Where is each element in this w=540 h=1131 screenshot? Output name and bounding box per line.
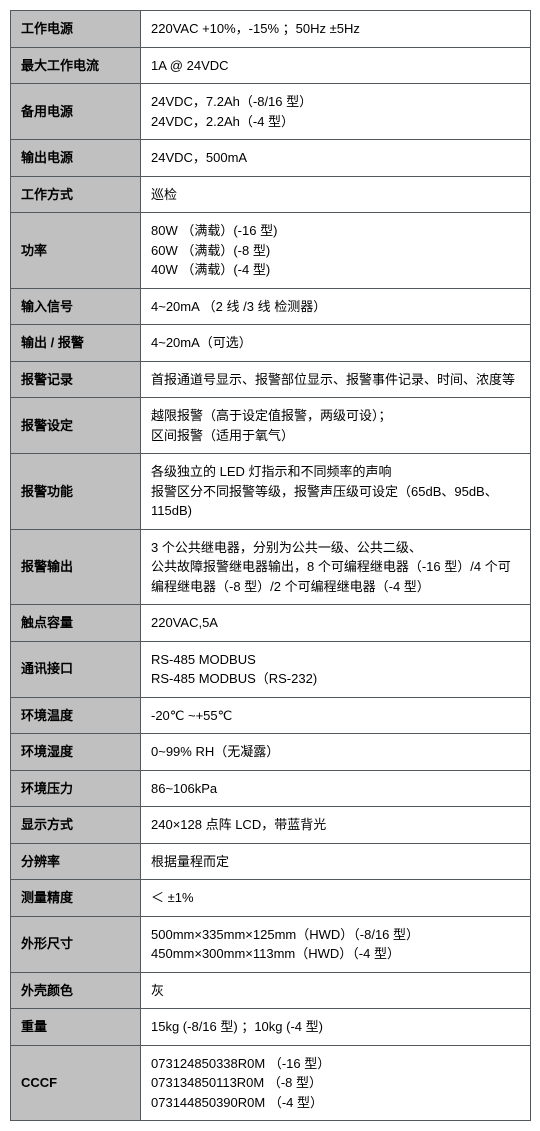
table-row: 环境湿度0~99% RH（无凝露） — [11, 734, 531, 771]
spec-label: 环境湿度 — [11, 734, 141, 771]
spec-label: 分辨率 — [11, 843, 141, 880]
spec-label: 输出 / 报警 — [11, 325, 141, 362]
spec-value: 3 个公共继电器，分别为公共一级、公共二级、公共故障报警继电器输出，8 个可编程… — [141, 529, 531, 605]
spec-label: 测量精度 — [11, 880, 141, 917]
spec-value: 0~99% RH（无凝露） — [141, 734, 531, 771]
table-row: 输出电源24VDC，500mA — [11, 140, 531, 177]
spec-label: 报警输出 — [11, 529, 141, 605]
table-row: 工作电源220VAC +10%，-15% ；50Hz ±5Hz — [11, 11, 531, 48]
table-row: 测量精度＜ ±1% — [11, 880, 531, 917]
table-row: 通讯接口RS-485 MODBUSRS-485 MODBUS（RS-232) — [11, 641, 531, 697]
spec-value: -20℃ ~+55℃ — [141, 697, 531, 734]
spec-value: 4~20mA（可选） — [141, 325, 531, 362]
table-row: 报警输出3 个公共继电器，分别为公共一级、公共二级、公共故障报警继电器输出，8 … — [11, 529, 531, 605]
spec-label: 重量 — [11, 1009, 141, 1046]
spec-label: 通讯接口 — [11, 641, 141, 697]
table-row: 工作方式巡检 — [11, 176, 531, 213]
table-row: 分辨率根据量程而定 — [11, 843, 531, 880]
spec-label: 环境压力 — [11, 770, 141, 807]
spec-value: RS-485 MODBUSRS-485 MODBUS（RS-232) — [141, 641, 531, 697]
table-row: 显示方式240×128 点阵 LCD，带蓝背光 — [11, 807, 531, 844]
spec-value: 240×128 点阵 LCD，带蓝背光 — [141, 807, 531, 844]
spec-value: 073124850338R0M （-16 型）073134850113R0M （… — [141, 1045, 531, 1121]
table-row: CCCF073124850338R0M （-16 型）073134850113R… — [11, 1045, 531, 1121]
spec-value: 首报通道号显示、报警部位显示、报警事件记录、时间、浓度等 — [141, 361, 531, 398]
spec-value: 根据量程而定 — [141, 843, 531, 880]
spec-value: 巡检 — [141, 176, 531, 213]
spec-value: 灰 — [141, 972, 531, 1009]
spec-value: 500mm×335mm×125mm（HWD）（-8/16 型）450mm×300… — [141, 916, 531, 972]
spec-label: CCCF — [11, 1045, 141, 1121]
spec-label: 工作电源 — [11, 11, 141, 48]
spec-value: 220VAC,5A — [141, 605, 531, 642]
spec-value: 各级独立的 LED 灯指示和不同频率的声响报警区分不同报警等级，报警声压级可设定… — [141, 454, 531, 530]
table-row: 报警记录首报通道号显示、报警部位显示、报警事件记录、时间、浓度等 — [11, 361, 531, 398]
table-row: 环境压力86~106kPa — [11, 770, 531, 807]
spec-value: 越限报警（高于设定值报警，两级可设）；区间报警（适用于氧气） — [141, 398, 531, 454]
spec-label: 输出电源 — [11, 140, 141, 177]
table-row: 报警设定越限报警（高于设定值报警，两级可设）；区间报警（适用于氧气） — [11, 398, 531, 454]
spec-label: 最大工作电流 — [11, 47, 141, 84]
spec-label: 报警记录 — [11, 361, 141, 398]
table-row: 触点容量220VAC,5A — [11, 605, 531, 642]
table-row: 最大工作电流1A @ 24VDC — [11, 47, 531, 84]
spec-value: ＜ ±1% — [141, 880, 531, 917]
spec-value: 220VAC +10%，-15% ；50Hz ±5Hz — [141, 11, 531, 48]
spec-value: 24VDC，500mA — [141, 140, 531, 177]
spec-label: 报警设定 — [11, 398, 141, 454]
spec-label: 报警功能 — [11, 454, 141, 530]
spec-label: 工作方式 — [11, 176, 141, 213]
spec-value: 86~106kPa — [141, 770, 531, 807]
table-row: 环境温度-20℃ ~+55℃ — [11, 697, 531, 734]
table-row: 输出 / 报警4~20mA（可选） — [11, 325, 531, 362]
table-row: 外形尺寸500mm×335mm×125mm（HWD）（-8/16 型）450mm… — [11, 916, 531, 972]
spec-label: 外壳颜色 — [11, 972, 141, 1009]
table-row: 输入信号4~20mA （2 线 /3 线 检测器） — [11, 288, 531, 325]
spec-label: 备用电源 — [11, 84, 141, 140]
spec-label: 外形尺寸 — [11, 916, 141, 972]
table-row: 功率80W （满载）(-16 型)60W （满载）(-8 型)40W （满载）(… — [11, 213, 531, 289]
table-row: 备用电源24VDC，7.2Ah（-8/16 型）24VDC，2.2Ah（-4 型… — [11, 84, 531, 140]
spec-label: 输入信号 — [11, 288, 141, 325]
table-row: 报警功能各级独立的 LED 灯指示和不同频率的声响报警区分不同报警等级，报警声压… — [11, 454, 531, 530]
spec-label: 触点容量 — [11, 605, 141, 642]
spec-value: 80W （满载）(-16 型)60W （满载）(-8 型)40W （满载）(-4… — [141, 213, 531, 289]
table-row: 外壳颜色灰 — [11, 972, 531, 1009]
spec-value: 15kg (-8/16 型) ；10kg (-4 型) — [141, 1009, 531, 1046]
table-row: 重量15kg (-8/16 型) ；10kg (-4 型) — [11, 1009, 531, 1046]
spec-value: 24VDC，7.2Ah（-8/16 型）24VDC，2.2Ah（-4 型） — [141, 84, 531, 140]
spec-value: 1A @ 24VDC — [141, 47, 531, 84]
spec-value: 4~20mA （2 线 /3 线 检测器） — [141, 288, 531, 325]
spec-label: 环境温度 — [11, 697, 141, 734]
spec-table: 工作电源220VAC +10%，-15% ；50Hz ±5Hz最大工作电流1A … — [10, 10, 531, 1121]
spec-label: 功率 — [11, 213, 141, 289]
spec-label: 显示方式 — [11, 807, 141, 844]
